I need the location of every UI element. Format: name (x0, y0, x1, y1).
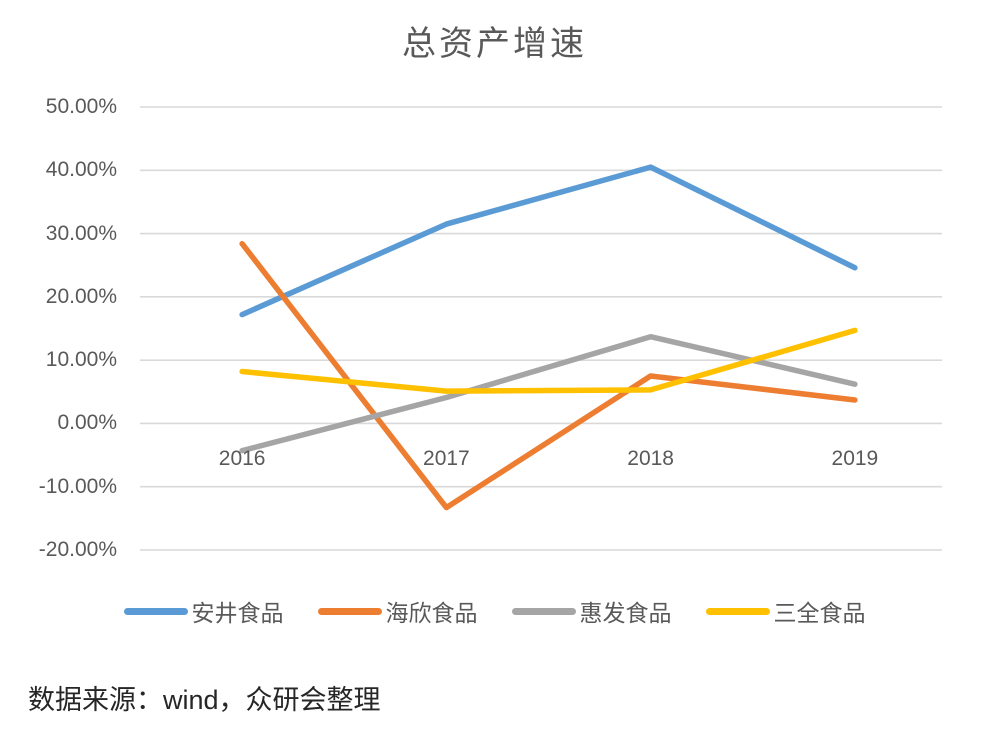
x-axis-tick-label: 2017 (423, 447, 470, 470)
legend-swatch-huifa (511, 607, 576, 615)
legend-swatch-anjing (123, 607, 188, 615)
x-axis-tick-label: 2018 (627, 447, 674, 470)
chart-title: 总资产增速 (402, 25, 587, 63)
x-axis-tick-label: 2016 (218, 447, 266, 470)
y-axis-tick-label: -20.00% (38, 538, 117, 561)
x-axis-tick-label: 2019 (831, 447, 879, 470)
legend-label-haixin: 海欣食品 (385, 600, 478, 626)
y-axis-tick-label: 0.00% (57, 411, 117, 435)
y-axis-tick-label: 20.00% (45, 284, 117, 308)
y-axis-tick-label: -10.00% (38, 474, 117, 498)
legend-swatch-sanquan (705, 607, 770, 615)
y-axis-tick-label: 30.00% (45, 221, 117, 245)
source-note: 数据来源：wind，众研会整理 (28, 685, 381, 715)
legend-swatch-haixin (317, 607, 382, 615)
legend-label-sanquan: 三全食品 (773, 600, 866, 626)
legend-label-huifa: 惠发食品 (579, 600, 672, 626)
y-axis-tick-label: 40.00% (45, 158, 117, 182)
chart-legend: 安井食品 海欣食品 惠发食品 三全食品 (0, 594, 989, 628)
y-axis-tick-label: 50.00% (45, 95, 117, 118)
series-line-3 (239, 327, 858, 394)
legend-item-anjing: 安井食品 (123, 594, 284, 628)
series-line-1 (239, 240, 858, 511)
series-line-2 (239, 333, 858, 454)
series-line-0 (239, 164, 858, 318)
legend-item-sanquan: 三全食品 (705, 594, 866, 628)
legend-item-huifa: 惠发食品 (511, 594, 672, 628)
y-axis-tick-label: 10.00% (45, 348, 117, 372)
legend-item-haixin: 海欣食品 (317, 594, 478, 628)
legend-label-anjing: 安井食品 (191, 600, 284, 626)
